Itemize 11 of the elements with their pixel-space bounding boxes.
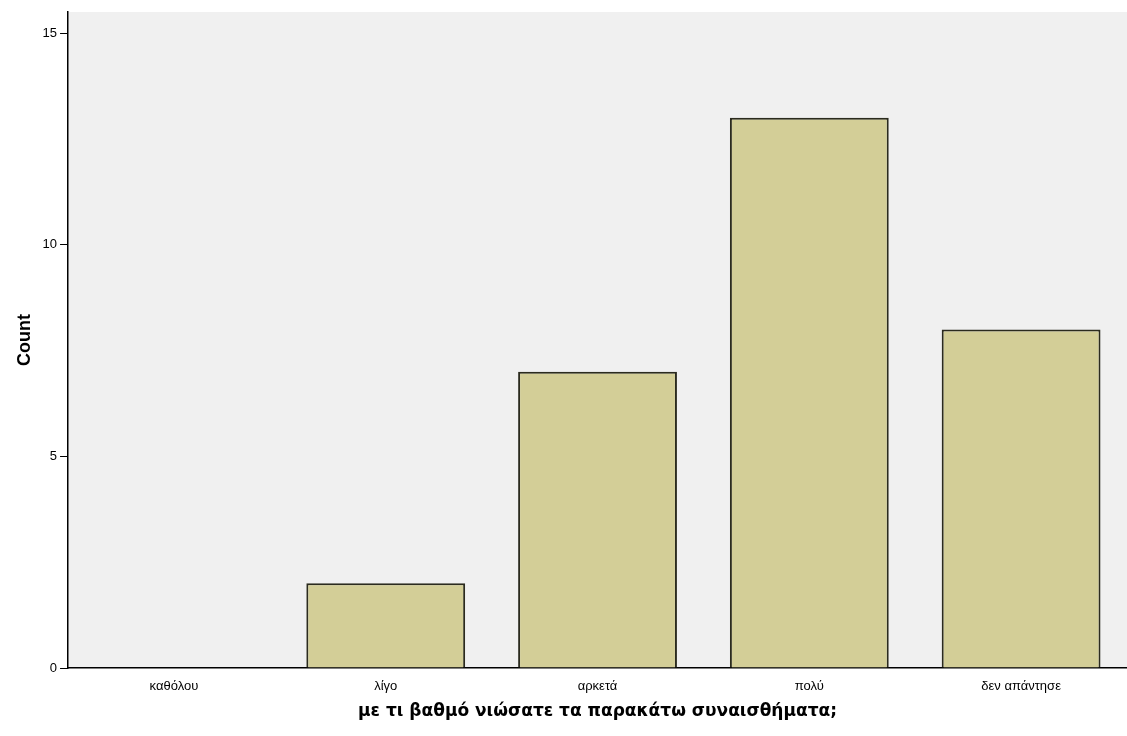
x-tick-label: πολύ [794,678,824,694]
y-tick-label: 5 [49,447,58,463]
x-tick-label: δεν απάντησε [981,678,1062,694]
x-tick-label: λίγο [374,678,398,694]
y-tick-label: 15 [42,24,58,40]
y-tick-label: 10 [42,236,58,252]
y-tick-label: 0 [49,659,58,675]
x-tick-label: καθόλου [149,678,199,694]
x-tick-label: αρκετά [577,678,618,694]
x-axis-title: με τι βαθμό νιώσατε τα παρακάτω συναισθήματα; [358,700,837,721]
y-axis-title: Count [13,314,34,366]
